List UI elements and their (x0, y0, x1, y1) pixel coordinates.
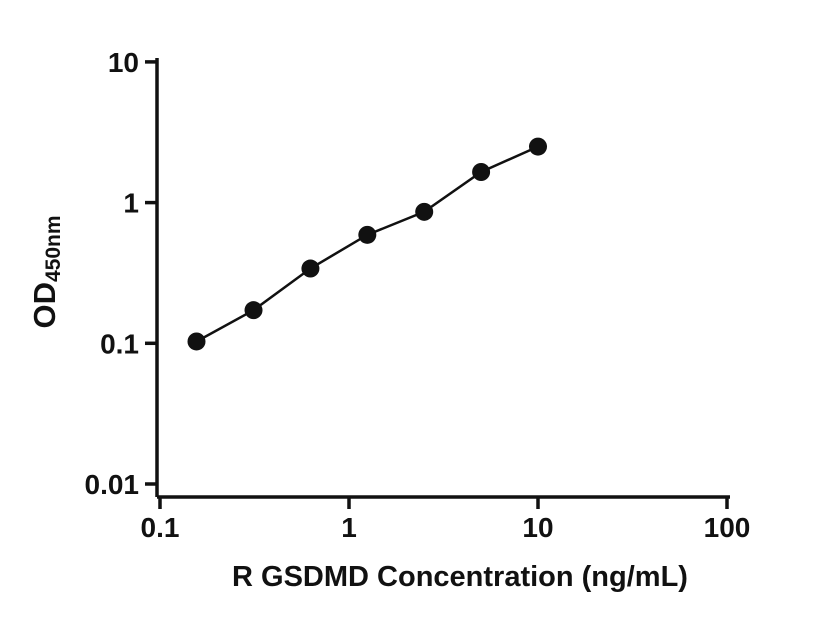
data-point (358, 225, 377, 244)
y-axis-title-main: OD (27, 282, 62, 329)
y-tick-label: 0.01 (85, 469, 140, 500)
data-point (415, 202, 434, 221)
data-point (301, 259, 320, 278)
y-tick-label: 0.1 (100, 328, 139, 359)
x-tick-label: 100 (704, 512, 751, 543)
x-axis-ticks: 0.1 1 10 100 (141, 497, 751, 543)
data-point (187, 332, 206, 351)
data-point (529, 137, 547, 156)
data-series (187, 137, 547, 351)
x-axis-title: R GSDMD Concentration (ng/mL) (232, 561, 688, 593)
y-axis-title-subscript: 450nm (42, 215, 65, 282)
x-tick-label: 0.1 (141, 512, 180, 543)
data-point (244, 301, 263, 320)
y-axis-title: OD450nm (27, 215, 65, 328)
y-axis-ticks: 0.01 0.1 1 10 (85, 47, 157, 500)
y-tick-label: 10 (108, 47, 139, 78)
data-point (472, 163, 491, 182)
x-tick-label: 10 (522, 512, 553, 543)
x-tick-label: 1 (341, 512, 357, 543)
y-tick-label: 1 (123, 188, 139, 219)
